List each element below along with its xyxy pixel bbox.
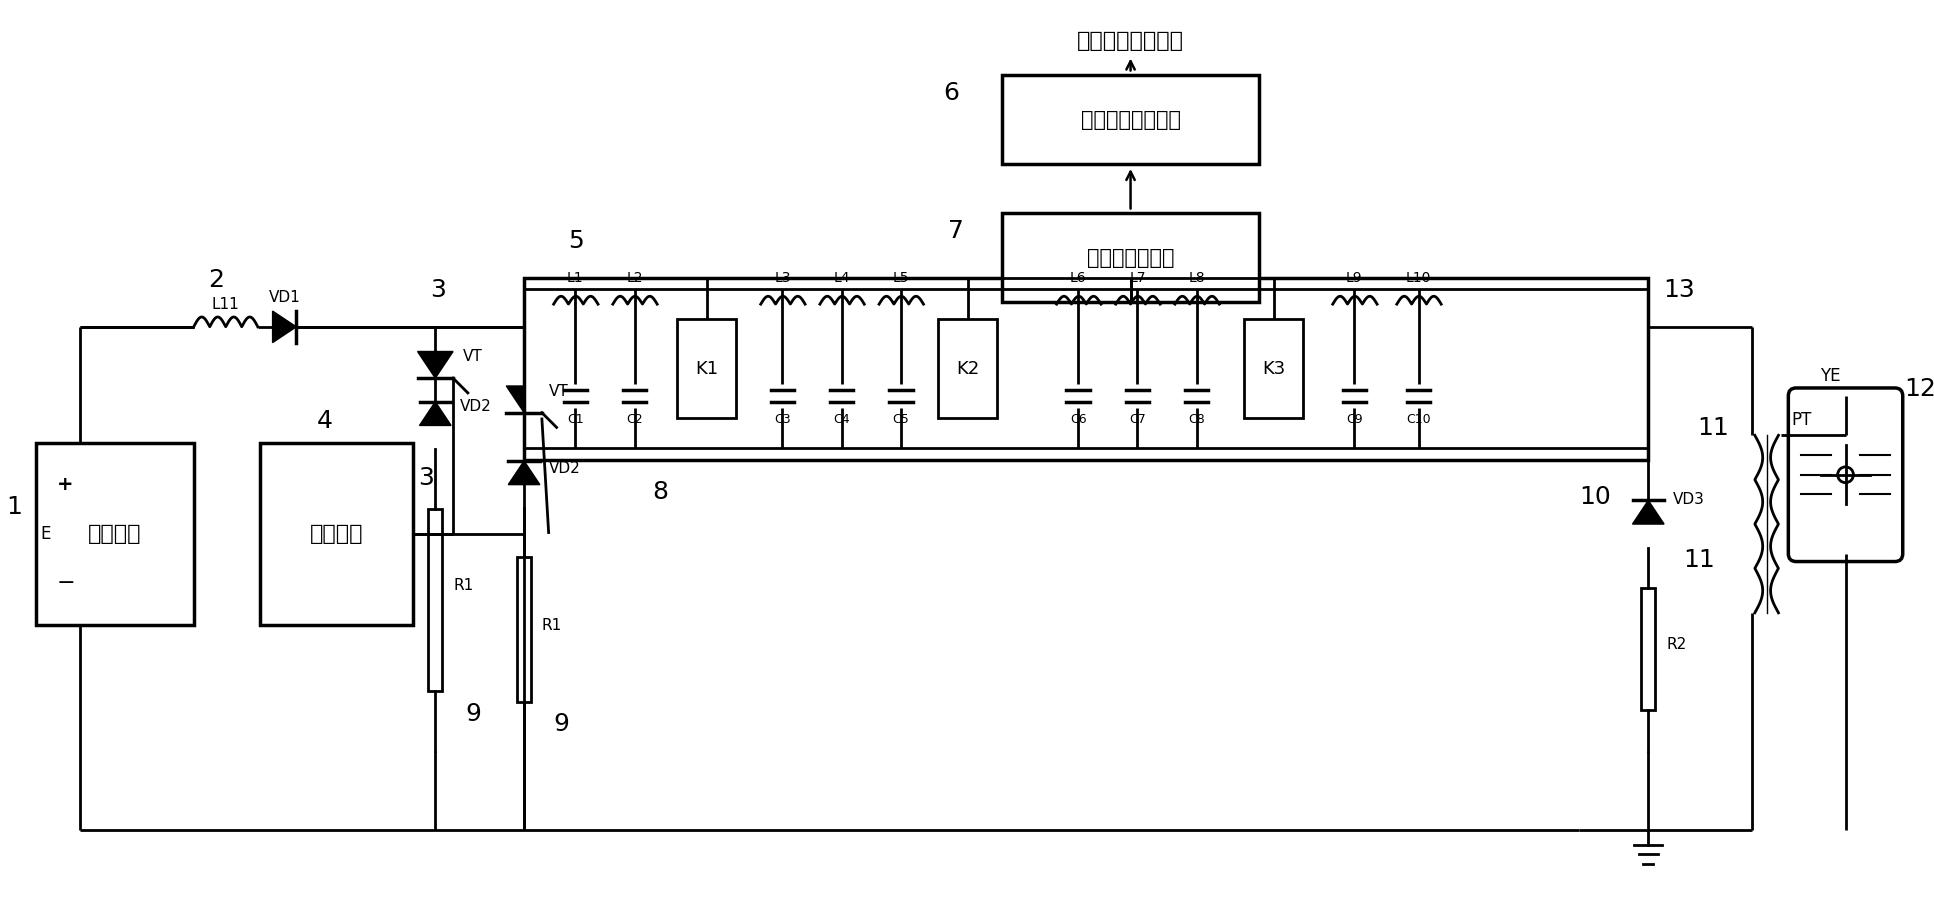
Bar (429, 510, 443, 691)
Text: VD3: VD3 (1673, 492, 1706, 507)
Text: 2: 2 (209, 268, 224, 293)
Text: C10: C10 (1406, 414, 1431, 426)
Text: 1: 1 (6, 495, 21, 519)
Bar (1642, 588, 1656, 710)
Polygon shape (273, 311, 296, 342)
Text: L2: L2 (627, 272, 642, 285)
Bar (524, 277, 1648, 460)
Polygon shape (507, 386, 542, 413)
Text: L6: L6 (1070, 272, 1087, 285)
Text: C2: C2 (627, 414, 642, 426)
Polygon shape (1632, 501, 1663, 524)
Polygon shape (420, 402, 451, 425)
Text: C6: C6 (1070, 414, 1087, 426)
Text: 触发电路: 触发电路 (309, 524, 364, 544)
Text: VT: VT (549, 384, 569, 399)
Text: 9: 9 (464, 703, 482, 727)
Text: +: + (58, 475, 73, 494)
Text: VD2: VD2 (549, 461, 580, 476)
Text: L5: L5 (892, 272, 909, 285)
Text: 10: 10 (1580, 485, 1611, 510)
Text: C3: C3 (774, 414, 791, 426)
Bar (1002, 213, 1259, 302)
Text: 11: 11 (1698, 416, 1729, 440)
Bar (516, 557, 532, 703)
Text: L11: L11 (211, 297, 240, 312)
Text: L9: L9 (1346, 272, 1363, 285)
Text: K2: K2 (955, 360, 979, 378)
Text: 4: 4 (317, 409, 333, 433)
Text: 7: 7 (948, 219, 963, 243)
Text: L3: L3 (774, 272, 791, 285)
Text: C7: C7 (1129, 414, 1145, 426)
Text: 6: 6 (944, 81, 959, 105)
Text: L7: L7 (1129, 272, 1145, 285)
Text: 9: 9 (553, 712, 569, 737)
Bar (1244, 319, 1304, 418)
Bar (37, 443, 193, 625)
Text: C5: C5 (892, 414, 909, 426)
Text: 3: 3 (418, 466, 433, 490)
Text: YE: YE (1820, 367, 1841, 385)
Text: R1: R1 (453, 578, 474, 593)
Text: 3: 3 (431, 278, 447, 302)
Bar (677, 319, 737, 418)
Text: L4: L4 (834, 272, 849, 285)
Text: 5: 5 (569, 229, 584, 253)
Text: L1: L1 (567, 272, 584, 285)
Text: 11: 11 (1683, 548, 1715, 573)
Text: PT: PT (1791, 412, 1812, 429)
Text: R1: R1 (542, 618, 563, 632)
Text: −: − (56, 573, 75, 593)
Bar (938, 319, 998, 418)
Bar (261, 443, 414, 625)
Text: 13: 13 (1663, 278, 1694, 302)
Text: C4: C4 (834, 414, 849, 426)
Text: 雷达信号处理系统: 雷达信号处理系统 (1077, 31, 1184, 51)
FancyBboxPatch shape (1789, 388, 1903, 562)
Text: 高压电源: 高压电源 (89, 524, 141, 544)
Text: R2: R2 (1665, 638, 1686, 652)
Text: 8: 8 (652, 480, 669, 504)
Text: VT: VT (462, 350, 484, 364)
Text: 12: 12 (1905, 377, 1934, 401)
Text: C1: C1 (567, 414, 584, 426)
Text: VD2: VD2 (460, 399, 491, 414)
Text: C9: C9 (1346, 414, 1363, 426)
Text: L10: L10 (1406, 272, 1431, 285)
Text: 继电器驱动电路: 继电器驱动电路 (1087, 248, 1174, 268)
Text: K3: K3 (1261, 360, 1286, 378)
Text: E: E (41, 525, 50, 543)
Text: L8: L8 (1187, 272, 1205, 285)
Text: VD1: VD1 (269, 290, 300, 306)
Text: C8: C8 (1187, 414, 1205, 426)
Text: 脉宽指令接收电路: 脉宽指令接收电路 (1081, 110, 1180, 130)
Bar (1002, 75, 1259, 164)
Polygon shape (509, 461, 540, 485)
Text: K1: K1 (694, 360, 718, 378)
Polygon shape (418, 351, 453, 378)
